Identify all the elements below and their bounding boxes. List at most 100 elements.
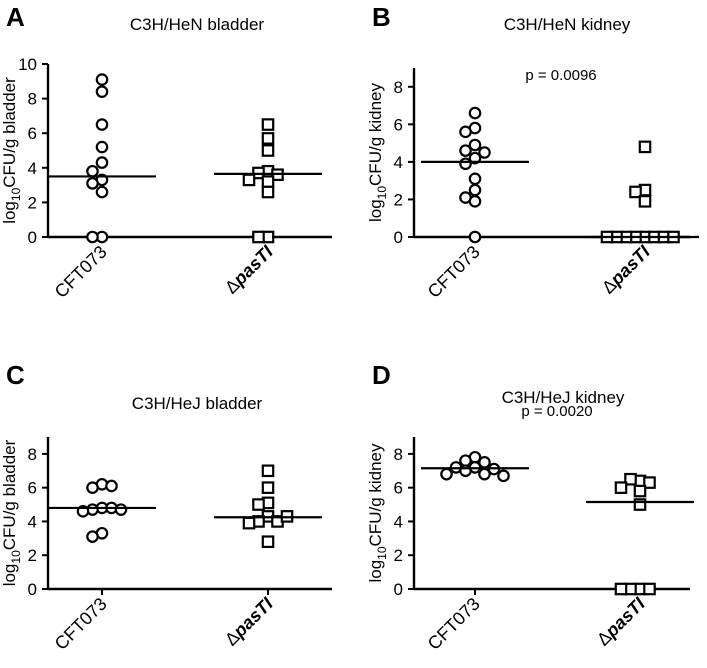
- x-category-label: ΔpasTI: [221, 593, 278, 650]
- data-point-cft073: [468, 195, 482, 208]
- data-point-pasti: [624, 472, 637, 486]
- panel-label: D: [372, 360, 391, 390]
- data-point-cft073: [440, 467, 453, 481]
- data-point-pasti: [261, 464, 275, 478]
- x-category-label: ΔpasTI: [598, 241, 655, 298]
- y-tick-label: 0: [28, 228, 37, 247]
- y-tick-label: 2: [28, 193, 37, 212]
- y-axis-label: log10CFU/g kidney: [366, 443, 389, 583]
- data-point-cft073: [468, 151, 482, 165]
- data-point-pasti: [261, 481, 275, 494]
- x-category-label-strain: CFT073: [51, 594, 111, 654]
- y-axis-label-subscript: 10: [375, 186, 389, 200]
- data-point-pasti: [261, 144, 275, 157]
- y-tick-label: 2: [394, 546, 403, 565]
- data-point-pasti: [629, 185, 642, 199]
- y-axis-label-unit: CFU/g kidney: [366, 82, 385, 185]
- data-point-cft073: [95, 185, 109, 199]
- data-point-pasti: [261, 132, 275, 145]
- x-category-label-strain: CFT073: [424, 242, 484, 302]
- data-point-pasti: [643, 476, 656, 489]
- data-point-cft073: [478, 146, 491, 159]
- y-tick-label: 10: [18, 55, 37, 74]
- data-point-cft073: [86, 177, 99, 190]
- y-axis-label-subscript: 10: [375, 546, 389, 560]
- data-point-cft073: [468, 172, 482, 186]
- p-value-annotation: p = 0.0096: [525, 67, 596, 84]
- data-point-cft073: [497, 469, 510, 483]
- data-point-cft073: [95, 156, 109, 169]
- data-point-cft073: [459, 454, 472, 467]
- y-axis-label: log10CFU/g bladder: [0, 77, 23, 224]
- data-point-cft073: [468, 230, 482, 244]
- x-category-label-gene: pasTI: [229, 593, 278, 642]
- data-point-cft073: [105, 479, 118, 493]
- chart-title: C3H/HeN kidney: [504, 15, 631, 34]
- x-category-label-gene: pasTI: [601, 593, 650, 642]
- y-axis-label-unit: CFU/g bladder: [0, 439, 19, 550]
- panel-b: B C3H/HeN kidney p = 0.0096 0 2 4 6 8 log10CFU/g…: [366, 2, 699, 302]
- y-tick-label: 0: [394, 228, 403, 247]
- y-axis-label-log: log: [366, 199, 385, 222]
- data-point-pasti: [638, 140, 652, 154]
- y-tick-label: 6: [394, 479, 403, 498]
- data-point-pasti: [633, 498, 647, 511]
- y-tick-label: 8: [28, 90, 37, 109]
- data-point-pasti: [261, 118, 275, 131]
- y-tick-label: 8: [28, 445, 37, 464]
- data-point-pasti: [643, 582, 656, 596]
- data-point-pasti: [638, 195, 652, 208]
- data-point-cft073: [468, 183, 482, 197]
- y-axis-label-subscript: 10: [9, 187, 23, 201]
- data-point-cft073: [86, 530, 99, 543]
- y-tick-label: 8: [394, 78, 403, 97]
- data-point-pasti: [261, 175, 275, 188]
- x-category-label-gene: pasTI: [229, 241, 278, 290]
- y-tick-label: 6: [28, 479, 37, 498]
- x-category-label-gene: pasTI: [606, 241, 655, 290]
- data-point-cft073: [468, 106, 482, 120]
- y-tick-label: 4: [394, 512, 403, 531]
- p-value-annotation: p = 0.0020: [521, 403, 592, 420]
- data-point-cft073: [95, 85, 109, 98]
- data-point-pasti: [633, 484, 647, 498]
- y-axis-label-log: log: [366, 560, 385, 583]
- y-tick-label: 4: [28, 159, 37, 178]
- data-point-cft073: [478, 467, 491, 481]
- data-point-cft073: [459, 125, 472, 139]
- x-category-label-strain: CFT073: [51, 242, 111, 302]
- x-category-label-strain: CFT073: [424, 594, 484, 654]
- x-category-label: CFT073: [424, 242, 484, 302]
- data-point-pasti: [252, 230, 265, 244]
- data-point-pasti: [252, 498, 265, 511]
- y-tick-label: 4: [28, 512, 37, 531]
- y-tick-label: 0: [394, 580, 403, 599]
- data-point-cft073: [86, 230, 99, 244]
- panel-label: C: [6, 360, 25, 390]
- data-point-pasti: [261, 535, 275, 549]
- panel-label: A: [6, 2, 25, 32]
- data-point-cft073: [95, 140, 109, 154]
- panel-label: B: [372, 2, 391, 32]
- chart-title: C3H/HeJ bladder: [132, 394, 263, 413]
- y-tick-label: 8: [394, 445, 403, 464]
- y-axis-label-log: log: [0, 201, 19, 224]
- x-category-label: CFT073: [424, 594, 484, 654]
- y-tick-label: 4: [394, 153, 403, 172]
- y-tick-label: 6: [28, 124, 37, 143]
- data-point-cft073: [459, 157, 472, 171]
- y-axis-label-log: log: [0, 564, 19, 587]
- y-tick-label: 6: [394, 115, 403, 134]
- y-axis-label: log10CFU/g bladder: [0, 439, 23, 586]
- x-category-label: CFT073: [51, 594, 111, 654]
- y-tick-label: 0: [28, 580, 37, 599]
- data-point-cft073: [459, 144, 472, 157]
- data-point-cft073: [459, 464, 472, 478]
- data-point-cft073: [95, 118, 109, 131]
- x-category-label: CFT073: [51, 242, 111, 302]
- data-point-pasti: [242, 516, 256, 530]
